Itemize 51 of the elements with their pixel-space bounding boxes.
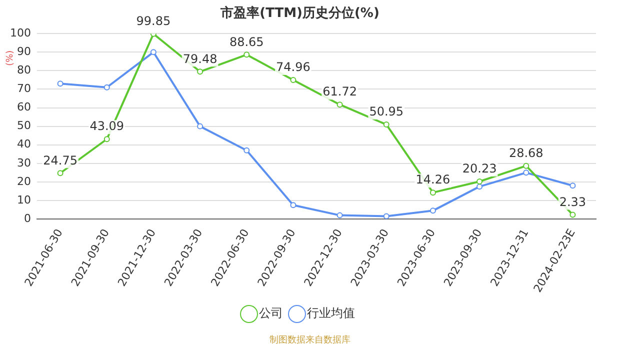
point: [244, 52, 250, 58]
data-label: 99.85: [136, 14, 171, 28]
y-tick-label: 100: [10, 26, 31, 40]
point: [244, 147, 250, 154]
y-tick-label: 0: [24, 212, 31, 225]
point: [57, 170, 64, 176]
legend-label: 公司: [259, 306, 283, 320]
data-label: 50.95: [369, 104, 404, 119]
data-label: 79.48: [182, 52, 218, 66]
point: [383, 122, 390, 128]
y-tick-label: 90: [16, 45, 31, 58]
y-tick-label: 20: [16, 174, 31, 188]
text: 制图数据来自数据库: [270, 334, 350, 346]
point: [104, 136, 110, 142]
chart-title: 市盈率(TTM)历史分位(%): [220, 5, 380, 22]
point: [336, 212, 343, 218]
y-tick-label: 40: [16, 138, 31, 151]
y-tick-label: 80: [16, 64, 31, 77]
data-label: 61.72: [322, 84, 357, 99]
y-tick-label: 50: [16, 119, 31, 132]
point: [570, 212, 576, 218]
point: [476, 178, 483, 185]
data-label: 20.23: [462, 162, 497, 176]
point: [523, 162, 530, 169]
point: [290, 77, 296, 84]
point: [290, 202, 296, 208]
y-tick-label: 60: [16, 100, 31, 114]
point: [57, 80, 64, 87]
point: [570, 182, 576, 189]
data-label: 88.65: [229, 34, 264, 49]
data-label: 24.75: [43, 153, 78, 168]
point: [523, 170, 530, 176]
data-label: 28.68: [508, 146, 544, 160]
point: [104, 84, 110, 90]
point: [197, 68, 204, 75]
data-label: 2.33: [559, 194, 586, 209]
point: [430, 190, 436, 196]
data-label: 14.26: [416, 172, 450, 187]
point: [336, 102, 343, 108]
point: [430, 208, 436, 214]
y-tick-label: 70: [16, 82, 31, 96]
y-tick-label: 10: [16, 193, 31, 206]
point: [197, 123, 204, 130]
y-tick-label: 30: [16, 156, 31, 170]
point: [150, 49, 156, 56]
point: [383, 213, 390, 220]
point: [476, 184, 483, 190]
data-label: 43.09: [90, 119, 124, 134]
data-label: 74.96: [276, 60, 310, 74]
y-axis-title: (%): [5, 50, 16, 66]
legend-label: 行业均值: [307, 306, 355, 320]
